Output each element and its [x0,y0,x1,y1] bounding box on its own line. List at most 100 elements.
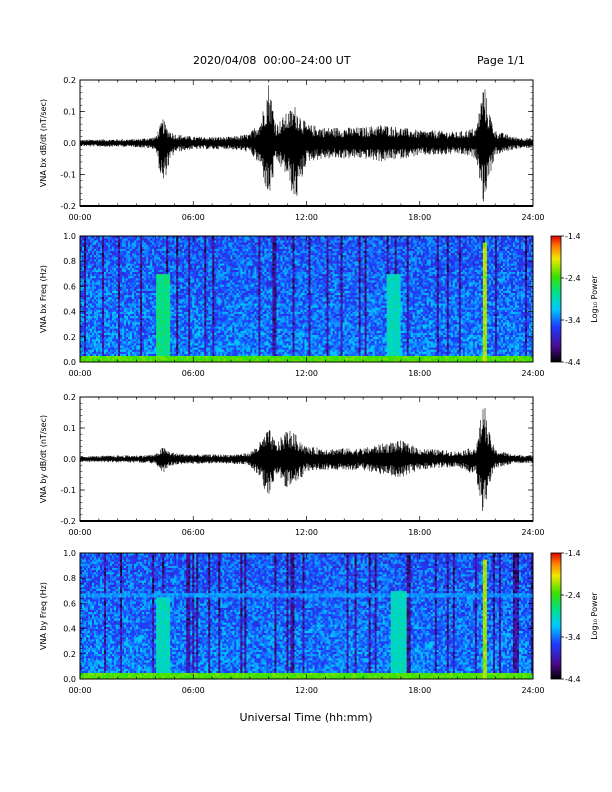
spectrogram-cell [230,305,232,307]
spectrogram-cell [104,333,106,335]
spectrogram-cell [110,328,112,330]
spectrogram-cell [96,263,98,265]
spectrogram-cell [174,244,176,246]
spectrogram-cell [154,331,156,333]
spectrogram-cell [122,339,124,341]
spectrogram-cell [152,240,154,242]
spectrogram-cell [226,274,228,276]
spectrogram-cell [162,354,164,356]
spectrogram-cell [210,314,212,316]
spectrogram-cell [218,341,220,343]
spectrogram-cell [140,352,142,354]
spectrogram-cell [220,276,222,278]
spectrogram-cell [194,253,196,255]
spectrogram-cell [210,286,212,288]
spectrogram-cell [148,270,150,272]
spectrogram-cell [116,312,118,314]
spectrogram-cell [236,326,238,328]
spectrogram-cell [136,284,138,286]
spectrogram-cell [178,324,180,326]
spectrogram-cell [170,307,172,309]
spectrogram-cell [178,253,180,255]
spectrogram-cell [214,310,216,312]
spectrogram-cell [232,249,234,251]
spectrogram-cell [86,261,88,263]
spectrogram-cell [154,249,156,251]
spectrogram-cell [120,347,122,349]
spectrogram-cell [104,299,106,301]
spectrogram-cell [152,242,154,244]
spectrogram-cell [120,333,122,335]
spectrogram-cell [90,272,92,274]
spectrogram-cell [204,286,206,288]
spectrogram-cell [232,251,234,253]
spectrogram-cell [240,331,242,333]
spectrogram-cell [148,282,150,284]
spectrogram-cell [82,354,84,356]
spectrogram-cell [184,244,186,246]
spectrogram-cell [226,345,228,347]
spectrogram-cell [94,238,96,240]
spectrogram-cell [104,247,106,249]
spectrogram-cell [122,343,124,345]
spectrogram-cell [224,345,226,347]
spectrogram-cell [224,278,226,280]
spectrogram-cell [222,333,224,335]
spectrogram-cell [90,331,92,333]
spectrogram-cell [184,345,186,347]
spectrogram-cell [194,358,196,360]
spectrogram-cell [152,352,154,354]
spectrogram-cell [84,328,86,330]
spectrogram-cell [242,328,244,330]
spectrogram-cell [184,280,186,282]
spectrogram-cell [146,356,148,358]
spectrogram-cell [92,263,94,265]
spectrogram-cell [108,347,110,349]
spectrogram-cell [232,238,234,240]
spectrogram-cell [182,316,184,318]
spectrogram-cell [152,257,154,259]
spectrogram-cell [208,249,210,251]
spectrogram-cell [192,251,194,253]
spectrogram-cell [222,354,224,356]
spectrogram-cell [202,356,204,358]
spectrogram-cell [142,276,144,278]
spectrogram-cell [126,272,128,274]
spectrogram-cell [94,326,96,328]
spectrogram-cell [186,333,188,335]
spectrogram-cell [186,305,188,307]
spectrogram-cell [116,347,118,349]
spectrogram-cell [222,316,224,318]
spectrogram-cell [136,356,138,358]
spectrogram-cell [88,322,90,324]
spectrogram-cell [182,259,184,261]
spectrogram-cell [210,326,212,328]
spectrogram-cell [106,347,108,349]
spectrogram-cell [182,249,184,251]
spectrogram-cell [182,257,184,259]
spectrogram-cell [190,312,192,314]
spectrogram-cell [220,293,222,295]
spectrogram-cell [142,278,144,280]
spectrogram-cell [234,238,236,240]
spectrogram-cell [114,244,116,246]
spectrogram-cell [154,301,156,303]
spectrogram-cell [134,244,136,246]
spectrogram-cell [206,328,208,330]
spectrogram-cell [130,261,132,263]
spectrogram-cell [128,343,130,345]
spectrogram-cell [96,238,98,240]
spectrogram-cell [150,270,152,272]
spectrogram-cell [164,261,166,263]
spectrogram-cell [178,328,180,330]
spectrogram-cell [182,339,184,341]
spectrogram-cell [152,349,154,351]
spectrogram-cell [188,324,190,326]
spectrogram-cell [198,356,200,358]
spectrogram-cell [138,352,140,354]
spectrogram-cell [228,263,230,265]
spectrogram-cell [182,261,184,263]
spectrogram-cell [138,316,140,318]
spectrogram-cell [146,297,148,299]
spectrogram-cell [240,291,242,293]
